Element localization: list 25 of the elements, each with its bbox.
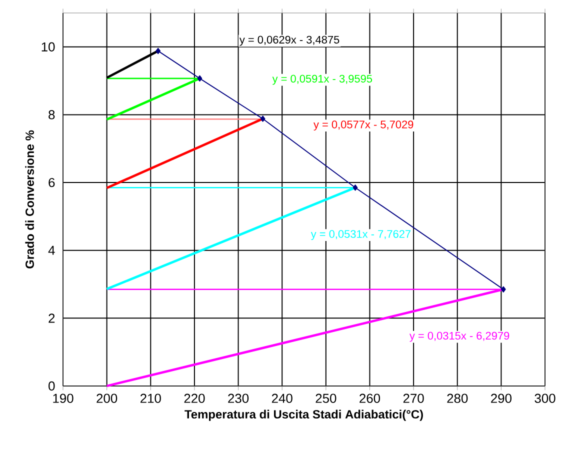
y-tick-label: 6 <box>48 178 55 188</box>
y-axis-title: Grado di Conversione % <box>25 130 34 268</box>
x-tick-label: 190 <box>53 394 74 403</box>
y-tick-label: 4 <box>48 246 55 255</box>
series-label: y = 0,0315x - 6,2979 <box>409 332 510 342</box>
text: y = 0,0531x - 7,7627 <box>310 230 411 240</box>
x-tick-label: 200 <box>96 394 118 403</box>
x-tick-label: 290 <box>491 394 512 403</box>
y-tick-label: 8 <box>48 110 55 120</box>
y-tick-label: 2 <box>48 314 55 323</box>
x-tick-label: 230 <box>228 394 249 403</box>
x-tick-label: 240 <box>272 394 292 403</box>
x-tick-label: 280 <box>447 394 468 403</box>
x-tick-label: 260 <box>360 394 380 403</box>
text: y = 0,0629x - 3,4875 <box>239 36 340 46</box>
y-tick-label: 10 <box>42 42 55 52</box>
x-tick-label: 300 <box>534 394 556 403</box>
text: y = 0,0577x - 5,7029 <box>314 120 414 131</box>
y-tick-label: 0 <box>48 381 55 391</box>
x-tick-label: 220 <box>184 394 205 403</box>
x-axis-title: Temperatura di Uscita Stadi Adiabatici(°C) <box>184 410 423 421</box>
x-tick-label: 270 <box>403 394 424 403</box>
text: y = 0,0591x - 3,9595 <box>272 74 372 85</box>
x-tick-label: 210 <box>140 394 161 403</box>
x-tick-label: 250 <box>316 394 336 403</box>
